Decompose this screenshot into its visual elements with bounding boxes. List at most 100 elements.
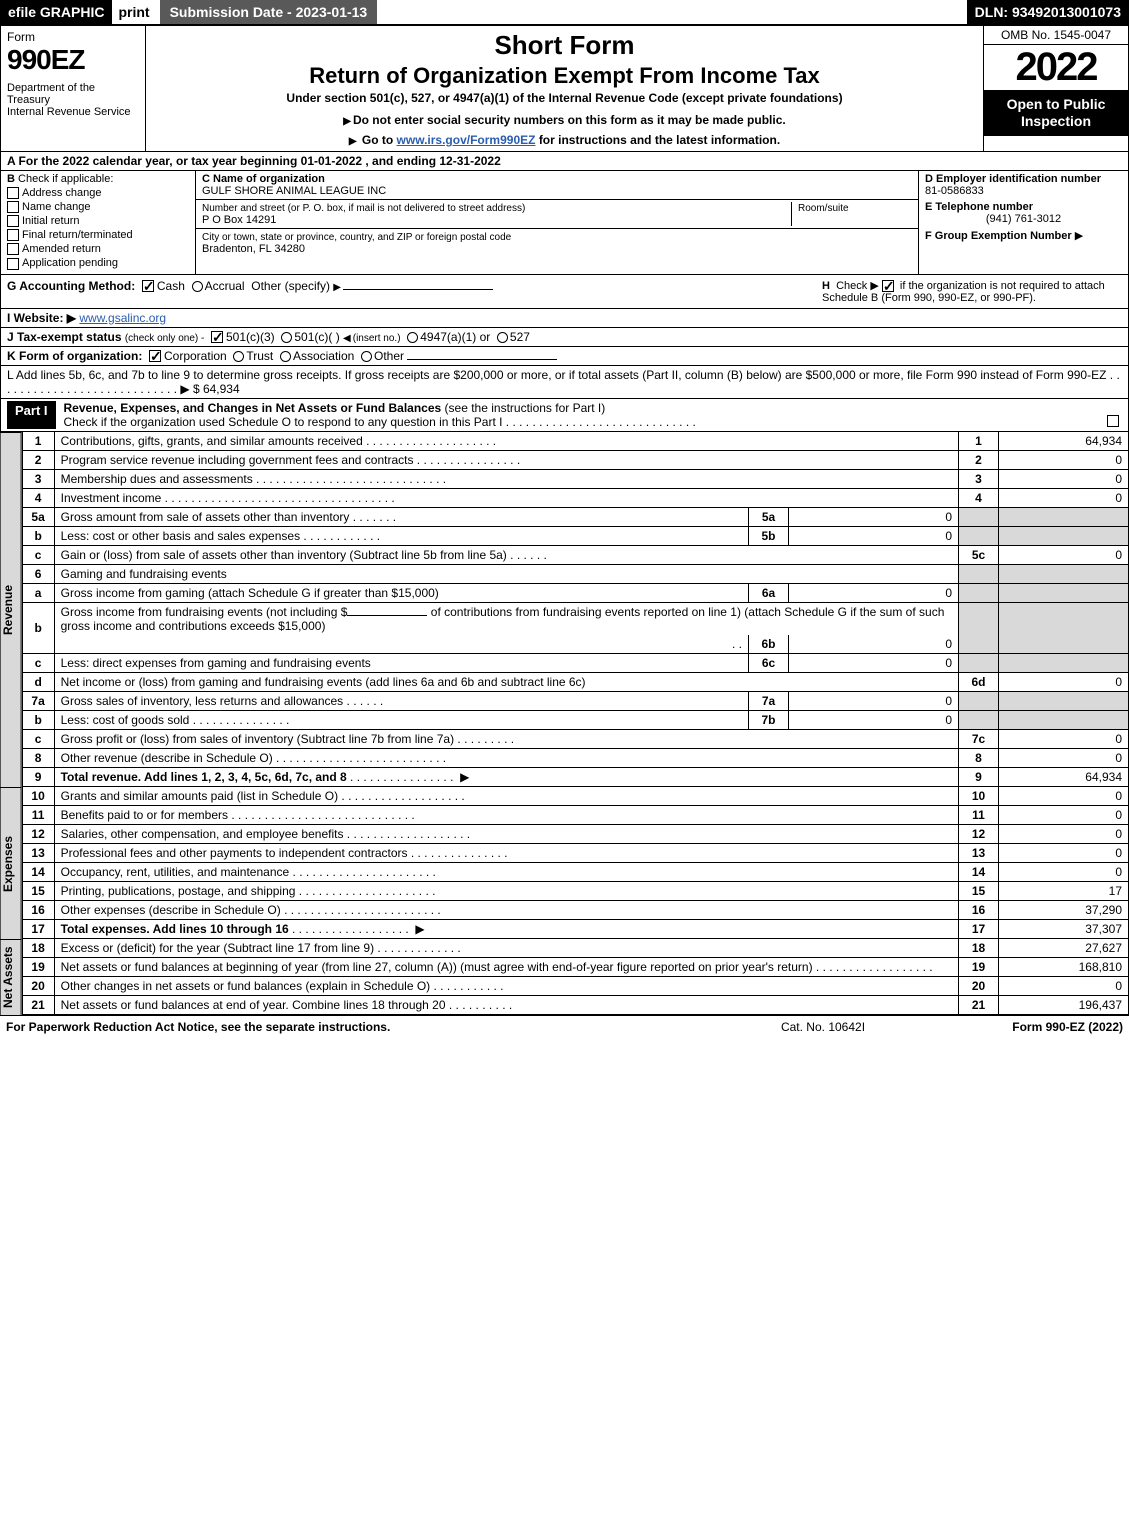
checkbox-h-icon[interactable]: [882, 280, 894, 292]
netassets-vtab: Net Assets: [0, 939, 22, 1015]
shade-cell: [999, 507, 1129, 526]
line-desc: Other revenue (describe in Schedule O): [61, 751, 273, 765]
row-a: A For the 2022 calendar year, or tax yea…: [0, 152, 1129, 171]
d-label: D Employer identification number: [925, 173, 1101, 185]
print-button[interactable]: print: [112, 0, 155, 24]
line-desc: Less: direct expenses from gaming and fu…: [61, 656, 371, 670]
shade-cell: [959, 602, 999, 653]
line-num: 3: [22, 469, 54, 488]
radio-4947-icon[interactable]: [407, 332, 418, 343]
line-desc: Net income or (loss) from gaming and fun…: [61, 675, 586, 689]
corp-label: Corporation: [164, 349, 227, 363]
org-name: GULF SHORE ANIMAL LEAGUE INC: [202, 185, 386, 197]
box-num: 2: [959, 450, 999, 469]
radio-other-icon[interactable]: [361, 351, 372, 362]
line-desc: Less: cost of goods sold: [61, 713, 190, 727]
sub-num: 6b: [749, 635, 789, 654]
radio-527-icon[interactable]: [497, 332, 508, 343]
cb-initial-return[interactable]: Initial return: [7, 215, 189, 227]
form-number: 990EZ: [7, 44, 139, 76]
cb-address-change[interactable]: Address change: [7, 187, 189, 199]
box-val: 0: [999, 805, 1129, 824]
box-num: 7c: [959, 729, 999, 748]
table-row: bLess: cost or other basis and sales exp…: [22, 526, 1128, 545]
shade-cell: [959, 691, 999, 710]
line-num: 20: [22, 976, 54, 995]
checkbox-corp-icon[interactable]: [149, 350, 161, 362]
cb-application-pending[interactable]: Application pending: [7, 257, 189, 269]
table-row: 16Other expenses (describe in Schedule O…: [22, 900, 1128, 919]
accrual-label: Accrual: [205, 279, 245, 293]
website-link[interactable]: www.gsalinc.org: [79, 311, 166, 325]
box-num: 9: [959, 767, 999, 786]
footer-post: (2022): [1085, 1020, 1123, 1034]
city-value: Bradenton, FL 34280: [202, 243, 305, 255]
box-val: 0: [999, 729, 1129, 748]
checkbox-parti-icon[interactable]: [1107, 415, 1119, 427]
sub-num: 6c: [749, 653, 789, 672]
form-header: Form 990EZ Department of the Treasury In…: [0, 24, 1129, 152]
footer-bold: 990-EZ: [1046, 1020, 1085, 1034]
box-val: 0: [999, 545, 1129, 564]
dept-label: Department of the Treasury Internal Reve…: [7, 82, 139, 118]
cb-name-change[interactable]: Name change: [7, 201, 189, 213]
h-label: H: [822, 280, 830, 292]
section-def: D Employer identification number 81-0586…: [918, 171, 1128, 274]
cb-label: Amended return: [22, 243, 101, 255]
cb-final-return[interactable]: Final return/terminated: [7, 229, 189, 241]
box-val: 0: [999, 450, 1129, 469]
shade-cell: [999, 583, 1129, 602]
box-val: 0: [999, 469, 1129, 488]
line-desc: Total expenses. Add lines 10 through 16: [61, 922, 289, 936]
sub-val: 0: [789, 507, 959, 526]
line-num: 4: [22, 488, 54, 507]
spacer: [377, 0, 966, 24]
row-j: J Tax-exempt status (check only one) - 5…: [0, 328, 1129, 347]
line-desc: Gross sales of inventory, less returns a…: [61, 694, 344, 708]
table-row: 8Other revenue (describe in Schedule O) …: [22, 748, 1128, 767]
cb-amended-return[interactable]: Amended return: [7, 243, 189, 255]
radio-accrual-icon[interactable]: [192, 281, 203, 292]
line-num: 8: [22, 748, 54, 767]
part-i-instr: (see the instructions for Part I): [445, 401, 606, 415]
goto-link[interactable]: www.irs.gov/Form990EZ: [397, 133, 536, 147]
box-num: 12: [959, 824, 999, 843]
box-num: 15: [959, 881, 999, 900]
radio-assoc-icon[interactable]: [280, 351, 291, 362]
city-row: City or town, state or province, country…: [196, 229, 918, 274]
line-num: 18: [22, 939, 54, 958]
checkbox-501c3-icon[interactable]: [211, 331, 223, 343]
other-org-label: Other: [374, 349, 404, 363]
other-label: Other (specify): [251, 279, 330, 293]
box-val: 37,307: [999, 919, 1129, 938]
other-specify-input[interactable]: [343, 289, 493, 290]
line-desc: Net assets or fund balances at beginning…: [61, 960, 813, 974]
expenses-section: Expenses 10Grants and similar amounts pa…: [0, 787, 1129, 939]
f-label: F Group Exemption Number: [925, 230, 1072, 242]
table-row: 7a Gross sales of inventory, less returns…: [22, 691, 1128, 710]
cb-label: Address change: [22, 187, 102, 199]
contrib-blank[interactable]: [347, 615, 427, 616]
j-note: (check only one) -: [125, 333, 204, 344]
table-row: 17Total expenses. Add lines 10 through 1…: [22, 919, 1128, 938]
cb-label: Final return/terminated: [22, 229, 133, 241]
table-row: 10Grants and similar amounts paid (list …: [22, 787, 1128, 806]
checkbox-cash-icon[interactable]: [142, 280, 154, 292]
sub-val: 0: [789, 583, 959, 602]
efile-label: efile GRAPHIC: [0, 0, 112, 24]
sub-val: 0: [789, 653, 959, 672]
other-org-input[interactable]: [407, 359, 557, 360]
j-label: J Tax-exempt status: [7, 330, 122, 344]
box-val: 64,934: [999, 767, 1129, 786]
501c-label: 501(c)( ): [294, 330, 339, 344]
under-section: Under section 501(c), 527, or 4947(a)(1)…: [154, 91, 975, 105]
radio-501c-icon[interactable]: [281, 332, 292, 343]
line-num: 7a: [22, 691, 54, 710]
revenue-section: Revenue 1Contributions, gifts, grants, a…: [0, 432, 1129, 787]
omb-number: OMB No. 1545-0047: [984, 26, 1128, 45]
checkbox-icon: [7, 258, 19, 270]
street-value: P O Box 14291: [202, 214, 276, 226]
radio-trust-icon[interactable]: [233, 351, 244, 362]
table-row: 5aGross amount from sale of assets other…: [22, 507, 1128, 526]
box-num: 16: [959, 900, 999, 919]
